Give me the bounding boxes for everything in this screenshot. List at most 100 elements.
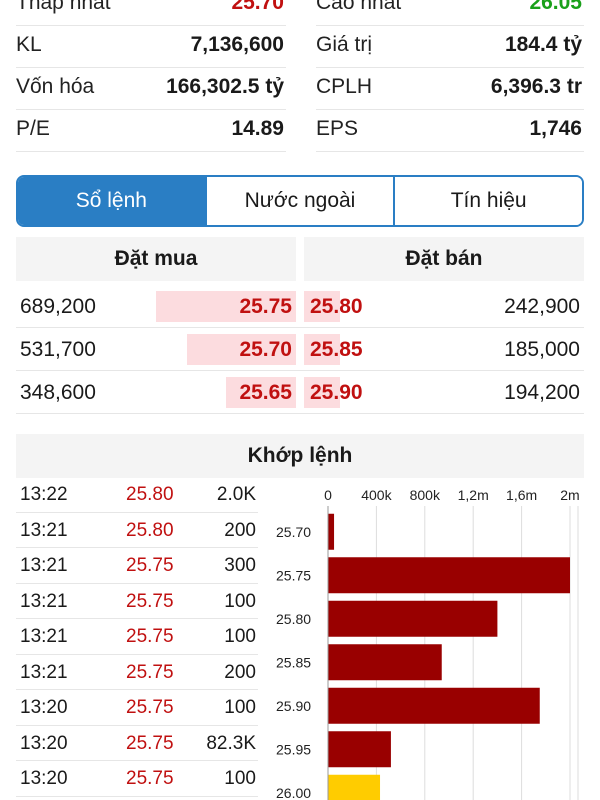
trade-volume: 2.0K — [216, 484, 256, 505]
stat-value: 14.89 — [231, 117, 284, 140]
sell-volume-bar — [304, 334, 341, 365]
order-book-row: 348,600 25.65 25.90 194,200 — [16, 371, 584, 414]
trade-volume: 200 — [224, 519, 256, 541]
trade-volume: 100 — [224, 768, 256, 789]
trade-price: 25.75 — [126, 697, 174, 718]
stat-value: 25.70 — [231, 0, 284, 14]
stat-cell: P/E 14.89 — [16, 110, 286, 152]
sell-price[interactable]: 25.80 — [310, 295, 363, 318]
trade-price: 25.75 — [126, 732, 174, 754]
trade-time: 13:21 — [20, 590, 68, 612]
row-divider — [16, 370, 584, 371]
sell-volume-bar — [304, 291, 341, 322]
stat-cell: KL 7,136,600 — [16, 26, 286, 68]
trade-volume: 100 — [224, 590, 256, 612]
y-tick-label: 25.70 — [276, 524, 311, 540]
stat-label: Vốn hóa — [16, 75, 95, 98]
stat-row: Vốn hóa 166,302.5 tỷ CPLH 6,396.3 tr — [0, 68, 600, 110]
order-book-row: 689,200 25.75 25.80 242,900 — [16, 285, 584, 328]
trade-price: 25.75 — [126, 555, 174, 576]
y-tick-label: 25.95 — [276, 741, 311, 757]
sell-volume: 242,900 — [504, 295, 580, 318]
trade-time: 13:22 — [20, 484, 68, 505]
buy-orders-header: Đặt mua — [16, 237, 296, 281]
trade-time: 13:21 — [20, 626, 68, 647]
stat-value: 1,746 — [529, 117, 582, 140]
trade-price: 25.75 — [126, 768, 174, 789]
stat-cell: Vốn hóa 166,302.5 tỷ — [16, 68, 286, 110]
y-tick-label: 25.75 — [276, 567, 311, 583]
stat-label: Giá trị — [316, 33, 373, 56]
stat-value: 6,396.3 tr — [490, 75, 582, 98]
trade-price: 25.80 — [126, 484, 174, 505]
x-tick-label: 1,6m — [506, 487, 537, 503]
stat-label: KL — [16, 33, 42, 56]
trade-price: 25.75 — [126, 590, 174, 612]
trade-row: 13:21 25.75 100 — [16, 619, 258, 655]
sell-price[interactable]: 25.85 — [310, 338, 363, 361]
tab-1[interactable]: Nước ngoài — [204, 177, 394, 225]
x-tick-label: 1,2m — [458, 487, 489, 503]
y-tick-label: 25.85 — [276, 654, 311, 670]
x-tick-label: 0 — [324, 487, 332, 503]
stat-value: 7,136,600 — [190, 33, 284, 56]
trade-row: 13:21 25.75 200 — [16, 655, 258, 690]
buy-volume: 689,200 — [20, 295, 96, 318]
stat-value: 26.05 — [529, 0, 582, 14]
buy-volume-bar — [226, 377, 296, 408]
stat-value: 184.4 tỷ — [504, 33, 582, 56]
trade-price: 25.75 — [126, 661, 174, 683]
stat-row: P/E 14.89 EPS 1,746 — [0, 110, 600, 152]
stat-cell: EPS 1,746 — [316, 110, 584, 152]
stat-cell: Cao nhất 26.05 — [316, 0, 584, 26]
tab-0[interactable]: Sổ lệnh — [18, 177, 205, 225]
trade-row: 13:22 25.80 2.0K — [16, 477, 258, 513]
volume-bar — [328, 774, 381, 800]
sell-volume: 185,000 — [504, 338, 580, 361]
buy-price[interactable]: 25.65 — [239, 381, 292, 404]
buy-volume: 531,700 — [20, 338, 96, 361]
x-tick-label: 800k — [410, 487, 441, 503]
trade-time: 13:20 — [20, 768, 68, 789]
buy-price[interactable]: 25.75 — [239, 295, 292, 318]
trade-row: 13:21 25.75 300 — [16, 548, 258, 584]
stat-row: KL 7,136,600 Giá trị 184.4 tỷ — [0, 26, 600, 68]
trade-row: 13:20 25.75 100 — [16, 690, 258, 726]
trade-volume: 82.3K — [206, 732, 256, 754]
trade-time: 13:20 — [20, 697, 68, 718]
volume-bar — [328, 644, 442, 681]
volume-bar — [328, 557, 570, 594]
stat-label: CPLH — [316, 75, 373, 98]
y-tick-label: 25.90 — [276, 698, 311, 714]
trade-volume: 200 — [224, 661, 256, 683]
stat-row: Thấp nhất 25.70 Cao nhất 26.05 — [0, 0, 600, 26]
buy-volume-bar — [186, 334, 296, 365]
trade-price: 25.80 — [126, 519, 174, 541]
x-tick-label: 400k — [361, 487, 392, 503]
stat-label: P/E — [16, 117, 50, 140]
trade-volume: 100 — [224, 626, 256, 647]
trade-row: 13:21 25.80 200 — [16, 513, 258, 548]
detail-tabs: Sổ lệnh Nước ngoài Tín hiệu — [16, 175, 584, 227]
sell-price[interactable]: 25.90 — [310, 381, 363, 404]
trade-time: 13:20 — [20, 732, 68, 754]
stat-label: Cao nhất — [316, 0, 402, 14]
buy-price[interactable]: 25.70 — [239, 338, 292, 361]
order-book-row: 531,700 25.70 25.85 185,000 — [16, 328, 584, 371]
row-divider — [16, 413, 584, 414]
y-tick-label: 25.80 — [276, 611, 311, 627]
buy-volume: 348,600 — [20, 381, 96, 404]
stat-cell: Thấp nhất 25.70 — [16, 0, 286, 26]
volume-bar — [328, 687, 540, 724]
matched-orders-header: Khớp lệnh — [16, 434, 584, 478]
tab-2[interactable]: Tín hiệu — [393, 177, 582, 225]
trade-time: 13:21 — [20, 519, 68, 541]
y-tick-label: 26.00 — [276, 785, 311, 800]
sell-orders-header: Đặt bán — [304, 237, 584, 281]
x-tick-label: 2m — [560, 487, 579, 503]
volume-bar — [328, 731, 391, 768]
trade-time: 13:21 — [20, 661, 68, 683]
stat-label: EPS — [316, 117, 359, 140]
buy-volume-bar — [156, 291, 296, 322]
trade-volume: 300 — [224, 555, 256, 576]
